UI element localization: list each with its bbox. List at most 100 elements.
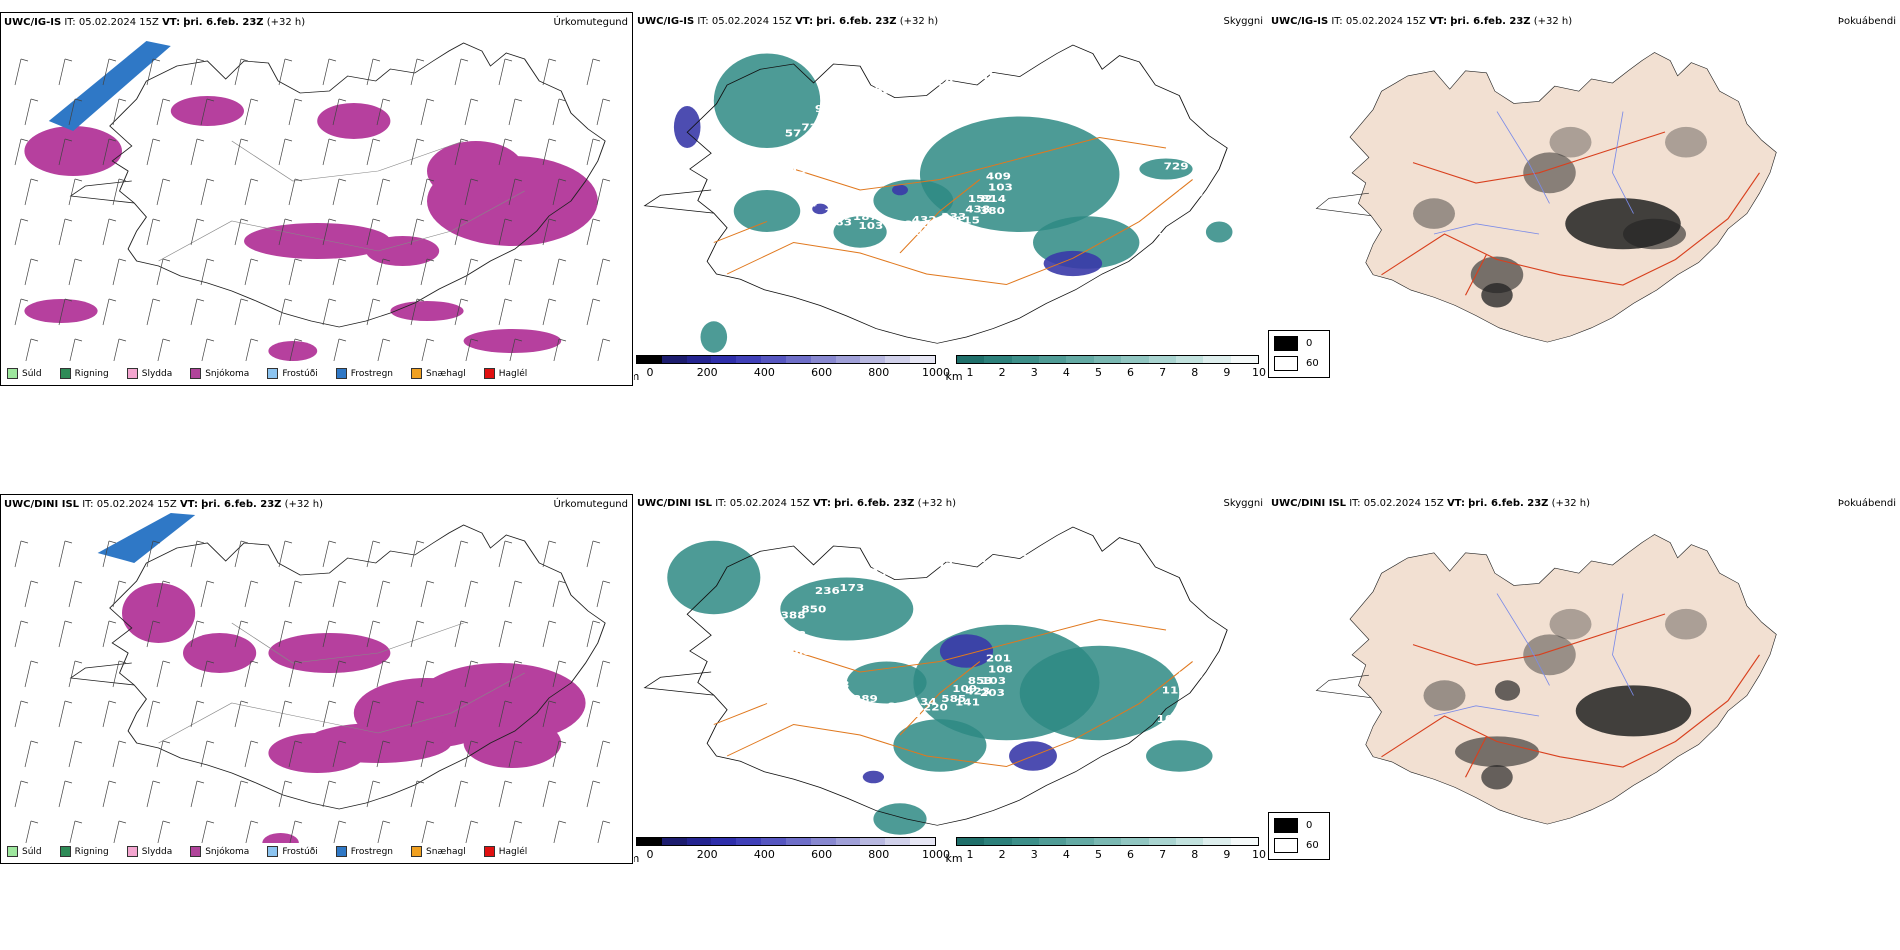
wind-barb: [421, 338, 428, 361]
colorbar-unit: km: [945, 852, 963, 864]
wind-barb: [58, 620, 66, 648]
wind-barb: [420, 660, 428, 688]
field-blob: [305, 723, 452, 763]
field-blob: [939, 634, 994, 668]
colorbar-tick: 800: [868, 848, 890, 861]
ceiling-value-label: 698: [887, 219, 912, 230]
wind-barb: [498, 218, 506, 246]
valid-time-label: VT:: [179, 499, 198, 510]
field-name: Skyggni: [1223, 498, 1263, 509]
field-blob: [780, 577, 914, 641]
lead-time: (+32 h): [899, 16, 939, 27]
ceiling-value-label: 422: [780, 656, 805, 667]
river-lines: [1433, 593, 1634, 717]
wind-barb: [464, 98, 472, 126]
colorbar-step: [1039, 838, 1067, 845]
ceiling-value-label: 188: [824, 207, 849, 218]
legend-item: Snæhagl: [411, 368, 466, 379]
ceiling-value-label: 432: [912, 214, 937, 225]
visibility-colorbar: km 1 2 3 4 5 6 7 8 9 10: [945, 355, 1266, 383]
ceiling-value-label: 674: [972, 553, 997, 564]
coastline: [109, 524, 606, 810]
wind-barb: [68, 178, 76, 206]
wind-barb: [102, 58, 110, 86]
wind-barb: [498, 620, 506, 648]
field-blob: [846, 661, 927, 704]
wind-barb: [69, 820, 76, 843]
wind-barb: [146, 218, 154, 246]
ceiling-value-label: 270: [1020, 553, 1045, 564]
field-blob: [1523, 152, 1576, 194]
wind-barb: [156, 740, 164, 768]
wind-barb: [58, 540, 66, 568]
legend-swatch: [483, 846, 495, 857]
map-header: UWC/IG-IS IT: 05.02.2024 15Z VT: þri. 6.…: [1271, 16, 1572, 27]
colorbar-step: [957, 356, 985, 363]
wind-barb: [234, 218, 242, 246]
legend-label: Snæhagl: [426, 846, 466, 857]
wind-barb: [190, 298, 198, 326]
legend-label: Frostregn: [350, 368, 394, 379]
legend-swatch: [335, 368, 347, 379]
ceiling-value-label: 925: [815, 103, 840, 114]
colorbar-unit: m: [634, 852, 639, 864]
wind-barb: [596, 660, 604, 688]
wind-barb: [288, 660, 296, 688]
valid-time: þri. 6.feb. 23Z: [183, 17, 264, 28]
fog-legend-swatch: [1274, 838, 1298, 853]
colorbar-step: [860, 838, 886, 845]
wind-barb: [410, 218, 418, 246]
model-name: UWC/DINI ISL: [637, 498, 713, 509]
colorbar-step: [785, 356, 811, 363]
wind-barb: [542, 138, 550, 166]
legend-label: Slydda: [141, 368, 173, 379]
legend-item: Frostúði: [267, 368, 318, 379]
colorbar-tick: 5: [1094, 848, 1102, 861]
colorbar-step: [885, 356, 911, 363]
precip-type-legend: Súld Rigning Slydda Snjókoma Frostúði Frostre…: [7, 368, 541, 379]
wind-barb: [509, 338, 516, 361]
wind-barb: [102, 540, 110, 568]
wind-barb: [14, 58, 22, 86]
ceiling-value-label: 423: [965, 686, 990, 697]
wind-barb: [322, 700, 330, 728]
legend-item: Haglél: [483, 846, 527, 857]
ceiling-value-label: 236: [815, 585, 840, 596]
wind-barb: [508, 660, 516, 688]
colorbar-step: [1175, 356, 1204, 363]
colorbar-step: [910, 356, 935, 363]
wind-barb: [332, 660, 340, 688]
wind-barb: [465, 338, 472, 361]
wind-barb: [542, 700, 550, 728]
wind-barb: [454, 138, 462, 166]
wind-barb: [376, 580, 384, 608]
wind-barb: [542, 58, 550, 86]
legend-label: Rigning: [74, 368, 109, 379]
wind-barb: [586, 540, 594, 568]
legend-swatch: [335, 846, 347, 857]
wind-barb: [366, 700, 374, 728]
ceiling-value-label: 940: [1178, 188, 1203, 199]
ceiling-value-label: 141: [766, 638, 791, 649]
wind-barb: [454, 620, 462, 648]
legend-swatch: [190, 368, 202, 379]
colorbar-tick: 0: [646, 366, 654, 379]
field-blob: [833, 216, 887, 248]
lead-time: (+32 h): [284, 499, 324, 510]
legend-label: Frostúði: [282, 368, 318, 379]
wind-barb: [376, 740, 384, 768]
legend-item: Frostúði: [267, 846, 318, 857]
ceiling-value-label: 57: [785, 128, 802, 139]
field-blob: [1455, 736, 1539, 767]
ceiling-value-label: 141: [955, 697, 980, 708]
wind-barb: [366, 780, 374, 808]
ceiling-colorbar: m0 200 400 600 800 1000: [634, 837, 950, 864]
wind-barb: [508, 580, 516, 608]
legend-label: Súld: [22, 368, 42, 379]
colorbar-step: [1230, 356, 1258, 363]
field-blob: [862, 770, 885, 784]
colorbar-step: [1230, 838, 1258, 845]
wind-barb: [366, 620, 374, 648]
fog-legend: 0 60: [1268, 330, 1330, 378]
ceiling-value-label: 850: [801, 604, 826, 615]
